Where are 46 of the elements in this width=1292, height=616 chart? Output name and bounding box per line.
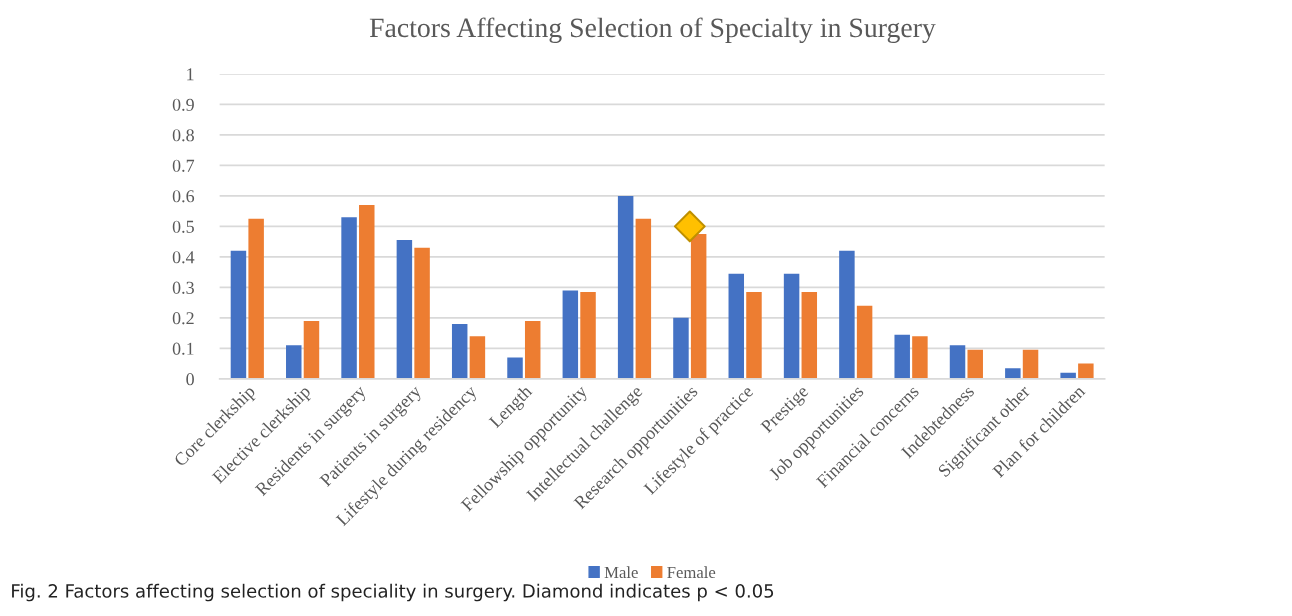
bar bbox=[967, 349, 983, 379]
y-tick-label: 0.1 bbox=[172, 342, 194, 355]
y-tick-label: 0 bbox=[186, 373, 194, 386]
bar bbox=[912, 336, 928, 379]
y-tick-label: 0.5 bbox=[172, 220, 194, 233]
y-tick-label: 0.4 bbox=[172, 251, 195, 264]
y-tick-label: 0.3 bbox=[172, 281, 194, 294]
bar bbox=[248, 218, 264, 379]
bar bbox=[451, 323, 468, 379]
bar bbox=[894, 334, 910, 379]
bar bbox=[949, 345, 966, 379]
bar bbox=[359, 205, 375, 379]
bar bbox=[1078, 363, 1094, 379]
bar bbox=[783, 273, 800, 379]
legend-label: Male bbox=[604, 566, 638, 579]
bar bbox=[635, 218, 652, 379]
y-tick-label: 0.7 bbox=[172, 159, 195, 172]
bar bbox=[469, 336, 486, 379]
bar bbox=[414, 247, 430, 379]
bar bbox=[230, 250, 247, 379]
bar bbox=[617, 195, 634, 379]
bar bbox=[1005, 368, 1021, 379]
y-tick-label: 1 bbox=[187, 68, 194, 81]
bar bbox=[524, 320, 541, 379]
y-tick-label: 0.6 bbox=[172, 190, 195, 203]
chart-title: Factors Affecting Selection of Specialty in Surgery bbox=[369, 17, 936, 43]
y-tick-label: 0.8 bbox=[172, 129, 194, 142]
bar bbox=[746, 291, 762, 379]
bar bbox=[728, 273, 745, 379]
bar bbox=[396, 240, 413, 379]
bar bbox=[856, 305, 873, 379]
caption: Fig. 2 Factors affecting selection of speciality in surgery. Diamond indicates p < 0.05 bbox=[12, 583, 774, 602]
y-tick-label: 0.9 bbox=[172, 98, 194, 111]
bar bbox=[839, 250, 855, 379]
legend-label: Female bbox=[667, 566, 716, 579]
bar bbox=[303, 320, 320, 379]
bar bbox=[562, 290, 579, 379]
y-tick-label: 0.2 bbox=[172, 312, 194, 325]
bar bbox=[690, 234, 707, 379]
bar bbox=[341, 217, 357, 379]
bar bbox=[580, 291, 596, 379]
bar bbox=[1022, 349, 1039, 379]
bar bbox=[286, 345, 302, 379]
bar bbox=[507, 357, 523, 379]
bar bbox=[673, 317, 689, 379]
bar bbox=[801, 291, 818, 379]
